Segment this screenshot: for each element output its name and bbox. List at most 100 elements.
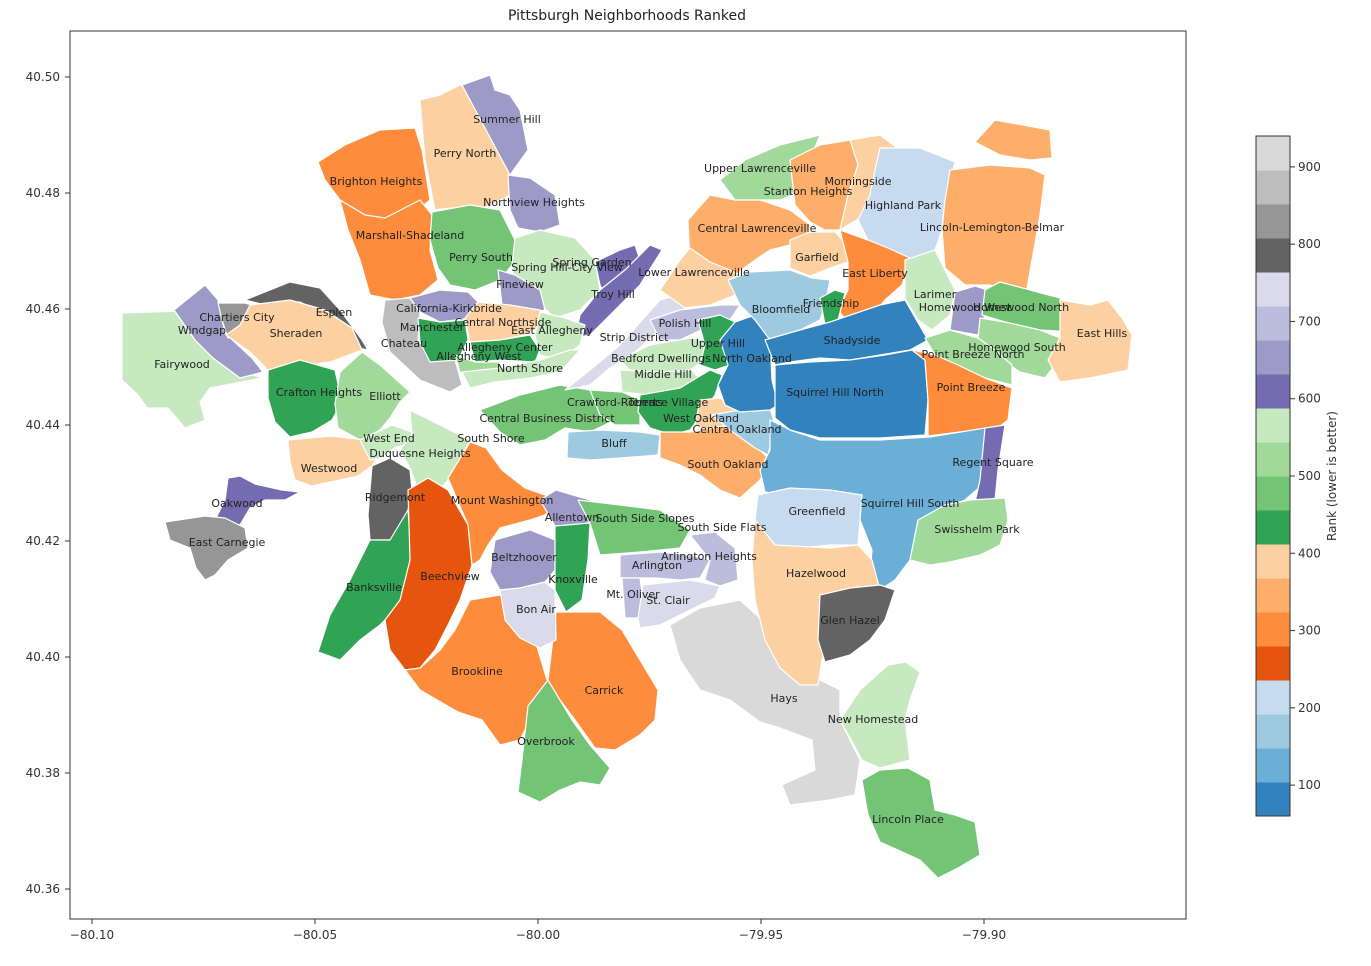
neighborhood-label: Bon Air (516, 603, 556, 616)
region-swisshelm-park[interactable] (909, 497, 1009, 566)
region-larimer[interactable] (904, 249, 956, 331)
neighborhood-label: Overbrook (517, 735, 575, 748)
neighborhood-label: Windgap (178, 324, 226, 337)
colorbar-band (1256, 646, 1290, 681)
neighborhood-label: Banksville (346, 581, 402, 594)
y-tick-label: 40.48 (26, 186, 60, 200)
region-carrick[interactable] (547, 611, 659, 751)
region-mount-washington[interactable] (447, 441, 561, 566)
neighborhood-label: Hays (770, 692, 798, 705)
neighborhood-label: Homewood West (919, 301, 1012, 314)
region-st-clair[interactable] (637, 579, 721, 629)
neighborhood-label: Elliott (369, 390, 401, 403)
neighborhood-label: Allegheny Center (457, 341, 553, 354)
neighborhood-label: Central Northside (455, 316, 552, 329)
neighborhood-label: Brighton Heights (330, 175, 423, 188)
neighborhood-label: Polish Hill (659, 317, 712, 330)
neighborhood-label: Squirrel Hill South (861, 497, 960, 510)
region-summer-hill[interactable] (461, 74, 529, 176)
neighborhood-label: Regent Square (952, 456, 1033, 469)
colorbar-tick-label: 300 (1298, 624, 1321, 638)
neighborhood-label: South Side Slopes (596, 512, 695, 525)
neighborhood-label: Fairywood (154, 358, 210, 371)
neighborhood-label: Shadyside (824, 334, 881, 347)
region-friendship[interactable] (819, 289, 846, 326)
neighborhood-label: Highland Park (865, 199, 942, 212)
colorbar-band (1256, 374, 1290, 409)
neighborhood-label: Lower Lawrenceville (638, 266, 750, 279)
neighborhood-label: Homewood North (973, 301, 1069, 314)
neighborhood-label: Garfield (795, 251, 839, 264)
neighborhood-label: Beechview (420, 570, 479, 583)
neighborhood-label: Lincoln-Lemington-Belmar (920, 221, 1065, 234)
neighborhood-label: Central Business District (479, 412, 615, 425)
region-lincoln-place[interactable] (861, 767, 981, 879)
neighborhood-label: Esplen (316, 306, 352, 319)
colorbar-bands (1256, 136, 1290, 817)
neighborhood-label: Point Breeze North (922, 348, 1025, 361)
neighborhood-label: Westwood (301, 462, 357, 475)
region-south-side-slopes[interactable] (577, 499, 691, 556)
neighborhood-label: Greenfield (788, 505, 845, 518)
region-northview-heights[interactable] (507, 174, 561, 233)
neighborhood-label: Beltzhoover (491, 551, 557, 564)
neighborhood-label: California-Kirkbride (396, 302, 502, 315)
region-south-oakland[interactable] (659, 424, 771, 499)
y-tick-label: 40.50 (26, 70, 60, 84)
region-bluff[interactable] (566, 429, 661, 461)
y-tick-label: 40.46 (26, 302, 60, 316)
neighborhood-label: South Oakland (688, 458, 769, 471)
x-tick-label: −79.90 (962, 928, 1006, 942)
neighborhood-label: Bloomfield (752, 303, 811, 316)
neighborhood-label: Arlington (632, 559, 682, 572)
neighborhood-label: Marshall-Shadeland (356, 229, 464, 242)
y-tick-label: 40.42 (26, 534, 60, 548)
region-westwood[interactable] (287, 435, 381, 487)
colorbar-tick-label: 400 (1298, 546, 1321, 560)
neighborhood-map (121, 74, 1133, 879)
neighborhood-label: Arlington Heights (661, 550, 757, 563)
neighborhood-label: Sheraden (270, 327, 323, 340)
colorbar-tick-label: 600 (1298, 392, 1321, 406)
region-east-carnegie[interactable] (164, 515, 249, 581)
x-tick-label: −80.10 (70, 928, 114, 942)
neighborhood-label: Brookline (451, 665, 503, 678)
neighborhood-label: Mt. Oliver (606, 588, 660, 601)
neighborhood-label: South Side Flats (678, 521, 767, 534)
neighborhood-label: Point Breeze (937, 381, 1006, 394)
region-arlington-heights[interactable] (689, 531, 739, 587)
region-crawford-roberts[interactable] (589, 389, 641, 426)
region-bon-air[interactable] (499, 581, 557, 649)
neighborhood-label: Troy Hill (590, 288, 635, 301)
neighborhood-label: Stanton Heights (764, 185, 853, 198)
region-lower-lawrenceville[interactable] (659, 247, 746, 309)
neighborhood-label: West Oakland (663, 412, 739, 425)
colorbar-tick-label: 900 (1298, 160, 1321, 174)
region-beechview[interactable] (384, 477, 473, 671)
region-lincoln-lemington-north[interactable] (974, 119, 1053, 161)
region-north-shore[interactable] (461, 349, 581, 389)
region-knoxville[interactable] (554, 522, 591, 613)
colorbar-band (1256, 680, 1290, 715)
neighborhood-label: Upper Hill (691, 337, 745, 350)
region-glen-hazel[interactable] (817, 584, 896, 663)
y-tick-label: 40.36 (26, 882, 60, 896)
region-new-homestead[interactable] (839, 661, 921, 769)
region-elliott[interactable] (334, 351, 411, 441)
region-central-business-district[interactable] (479, 384, 616, 446)
neighborhood-label: Lincoln Place (872, 813, 944, 826)
colorbar-band (1256, 306, 1290, 341)
region-marshall-shadeland[interactable] (339, 199, 439, 301)
neighborhood-label: Duquesne Heights (369, 447, 470, 460)
region-windgap[interactable] (173, 284, 264, 379)
region-manchester[interactable] (417, 317, 469, 363)
neighborhood-label: East Allegheny (511, 324, 593, 337)
colorbar: 100 200 300 400 500 600 700 800 900 Rank (lower … (1255, 135, 1339, 817)
neighborhood-label: East Carnegie (189, 536, 266, 549)
region-greenfield[interactable] (754, 487, 863, 549)
region-crafton-heights[interactable] (267, 359, 343, 438)
colorbar-band (1256, 714, 1290, 749)
region-east-hills[interactable] (1047, 299, 1133, 383)
neighborhood-label: Allegheny West (436, 350, 522, 363)
